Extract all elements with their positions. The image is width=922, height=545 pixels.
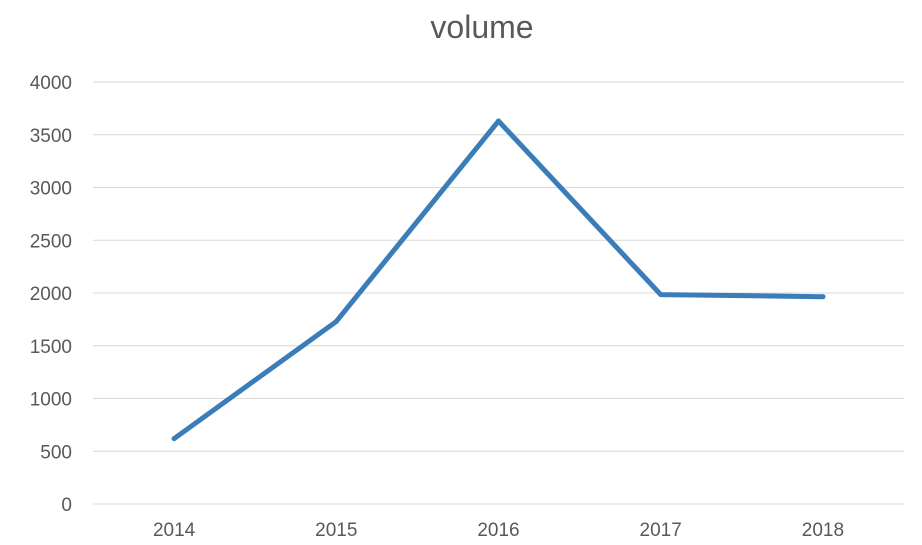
y-tick-label: 3000 xyxy=(30,179,72,200)
y-axis-tick-labels: 0 500 1000 1500 2000 2500 3000 3500 4000 xyxy=(30,73,72,516)
x-tick-label: 2014 xyxy=(153,520,196,541)
data-point xyxy=(658,292,664,298)
x-tick-label: 2017 xyxy=(640,520,682,541)
y-tick-label: 1000 xyxy=(30,390,72,411)
data-point xyxy=(496,118,501,124)
data-point xyxy=(820,294,826,300)
data-point xyxy=(333,318,339,324)
x-tick-label: 2018 xyxy=(802,520,844,541)
y-tick-label: 4000 xyxy=(30,73,72,94)
y-tick-label: 3500 xyxy=(30,126,72,147)
y-tick-label: 1500 xyxy=(30,337,72,358)
data-point xyxy=(171,436,177,442)
y-tick-label: 0 xyxy=(61,495,72,516)
series-group xyxy=(171,118,826,442)
chart-title: volume xyxy=(430,9,533,45)
y-tick-label: 2500 xyxy=(30,231,72,252)
x-axis-tick-labels: 2014 2015 2016 2017 2018 xyxy=(153,520,844,541)
y-tick-label: 2000 xyxy=(30,284,72,305)
gridlines xyxy=(93,81,904,505)
series-line xyxy=(171,118,826,442)
x-tick-label: 2015 xyxy=(315,520,357,541)
x-tick-label: 2016 xyxy=(477,520,519,541)
y-tick-label: 500 xyxy=(40,442,72,463)
